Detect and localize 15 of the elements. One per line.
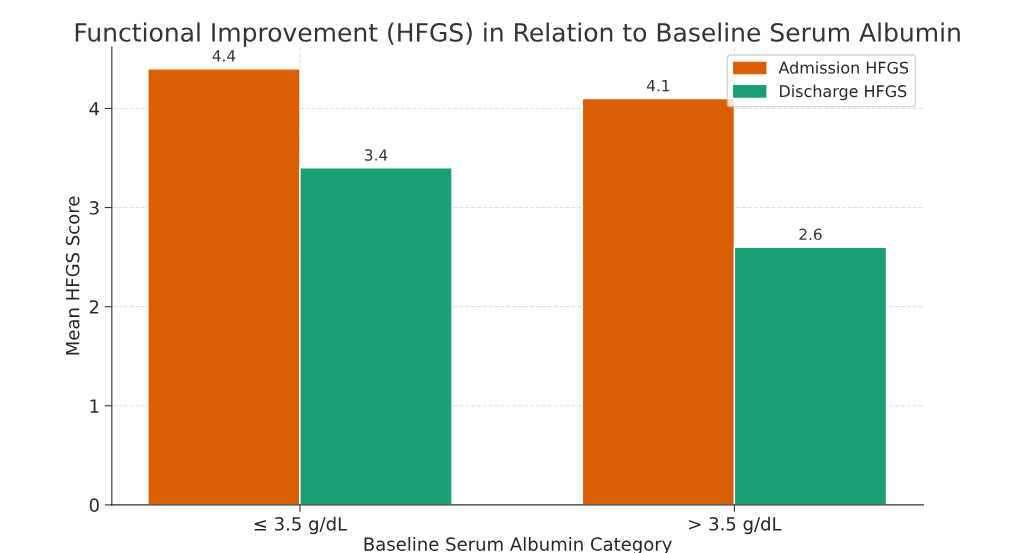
data-label: 4.4 [212, 50, 236, 62]
data-label: 4.1 [646, 80, 670, 92]
data-label: 3.4 [365, 149, 388, 161]
data-label: 2.6 [799, 228, 822, 241]
x-tick-label: ≤ 3.5 g/dL [254, 516, 348, 535]
chart-title: Functional Improvement (HFGS) in Relation to Baseline Serum Albumin [75, 22, 960, 47]
y-axis-title: Mean HFGS Score [65, 196, 80, 355]
x-tick-label: > 3.5 g/dL [689, 516, 782, 535]
y-tick-label: 0 [89, 498, 99, 513]
y-tick-label: 1 [90, 399, 99, 413]
legend-label: Admission HFGS [778, 61, 909, 74]
y-tick-label: 2 [89, 300, 99, 314]
legend-label: Discharge HFGS [780, 84, 907, 101]
y-tick-label: 3 [89, 201, 99, 215]
y-tick-label: 4 [89, 102, 100, 116]
